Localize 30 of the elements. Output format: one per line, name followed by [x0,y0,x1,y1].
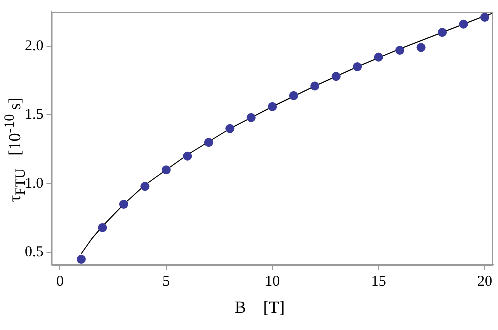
point [140,182,150,192]
y-tick-label: 2.0 [25,38,44,54]
point [438,28,448,38]
point [226,124,235,134]
y-tick-label: 1.0 [25,176,44,192]
x-tick-label: 15 [371,274,386,290]
point [374,52,384,62]
point [98,223,108,232]
x-tick-label: 5 [162,274,170,290]
x-tick-label: 20 [478,274,493,290]
x-tick-label: 10 [265,274,280,290]
point [289,91,298,100]
x-axis-title: B [T] [235,298,286,318]
point [459,20,468,29]
point [204,138,214,148]
point [332,72,341,82]
point [119,200,128,209]
point [310,82,320,91]
point [480,13,490,22]
point [162,166,171,175]
point [183,152,192,161]
point [396,46,405,55]
y-tick-label: 1.5 [25,107,44,124]
point [353,62,362,72]
x-tick-label: 0 [56,274,64,290]
point [416,43,426,52]
y-tick-label: 0.5 [25,244,44,261]
point [76,255,86,264]
point [268,102,278,112]
point [246,113,256,122]
